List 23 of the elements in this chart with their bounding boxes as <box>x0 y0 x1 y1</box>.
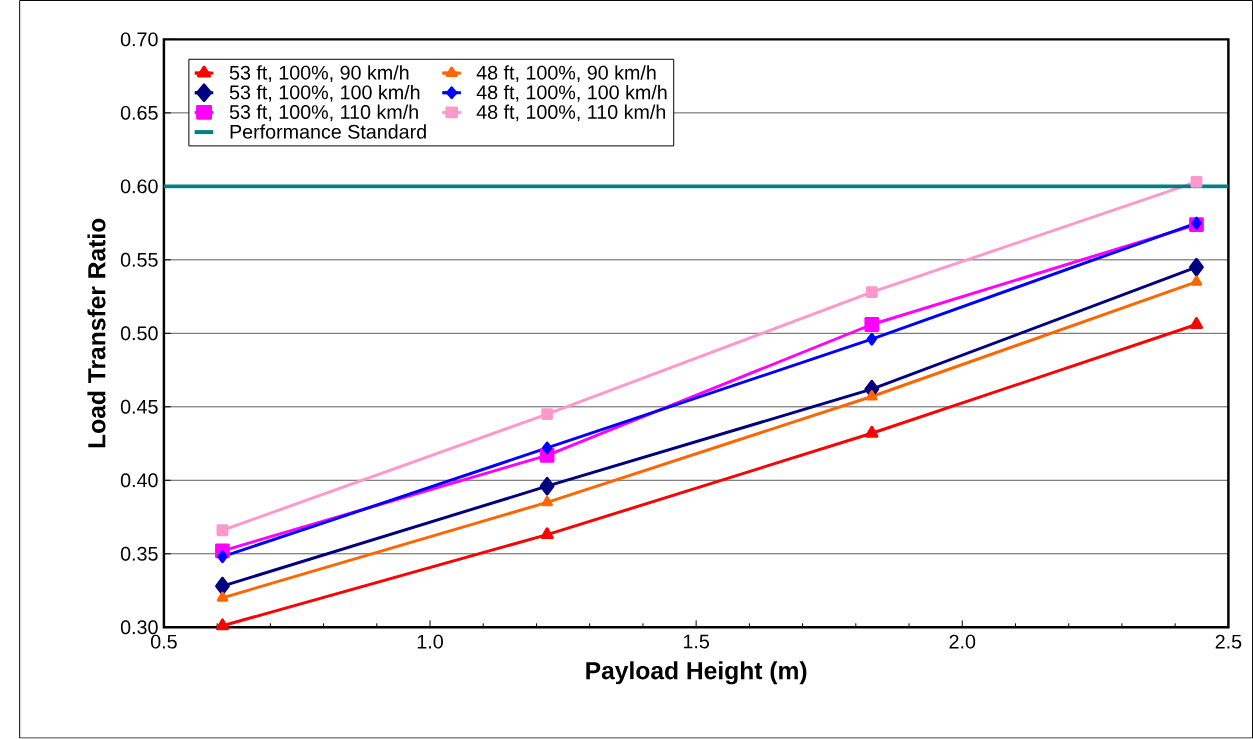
y-tick-label: 0.55 <box>120 253 158 268</box>
x-tick-label: 0.5 <box>150 634 177 649</box>
legend-label: 48 ft, 100%, 100 km/h <box>476 85 667 102</box>
x-tick-label: 1.0 <box>417 634 443 649</box>
y-tick-label: 0.30 <box>120 620 158 635</box>
legend-label: 53 ft, 100%, 100 km/h <box>229 85 420 102</box>
x-tick-label: 2.5 <box>1215 634 1242 649</box>
x-tick-label: 2.0 <box>949 634 976 649</box>
x-tick-label: 1.5 <box>683 634 710 649</box>
y-tick-label: 0.35 <box>120 547 158 561</box>
y-axis-title: Load Transfer Ratio <box>87 218 106 448</box>
y-tick-label: 0.60 <box>120 179 158 194</box>
y-tick-label: 0.50 <box>120 326 158 341</box>
x-axis-title: Payload Height (m) <box>586 661 807 685</box>
legend-label: 53 ft, 100%, 90 km/h <box>229 65 409 83</box>
y-tick-label: 0.65 <box>120 106 158 121</box>
legend-label: Performance Standard <box>230 124 426 139</box>
y-tick-label: 0.40 <box>120 473 158 488</box>
y-tick-label: 0.70 <box>120 32 158 47</box>
legend-label: 48 ft, 100%, 90 km/h <box>476 65 656 83</box>
legend-label: 53 ft, 100%, 110 km/h <box>229 104 418 122</box>
y-tick-label: 0.45 <box>120 400 158 415</box>
legend-label: 48 ft, 100%, 110 km/h <box>476 104 666 122</box>
